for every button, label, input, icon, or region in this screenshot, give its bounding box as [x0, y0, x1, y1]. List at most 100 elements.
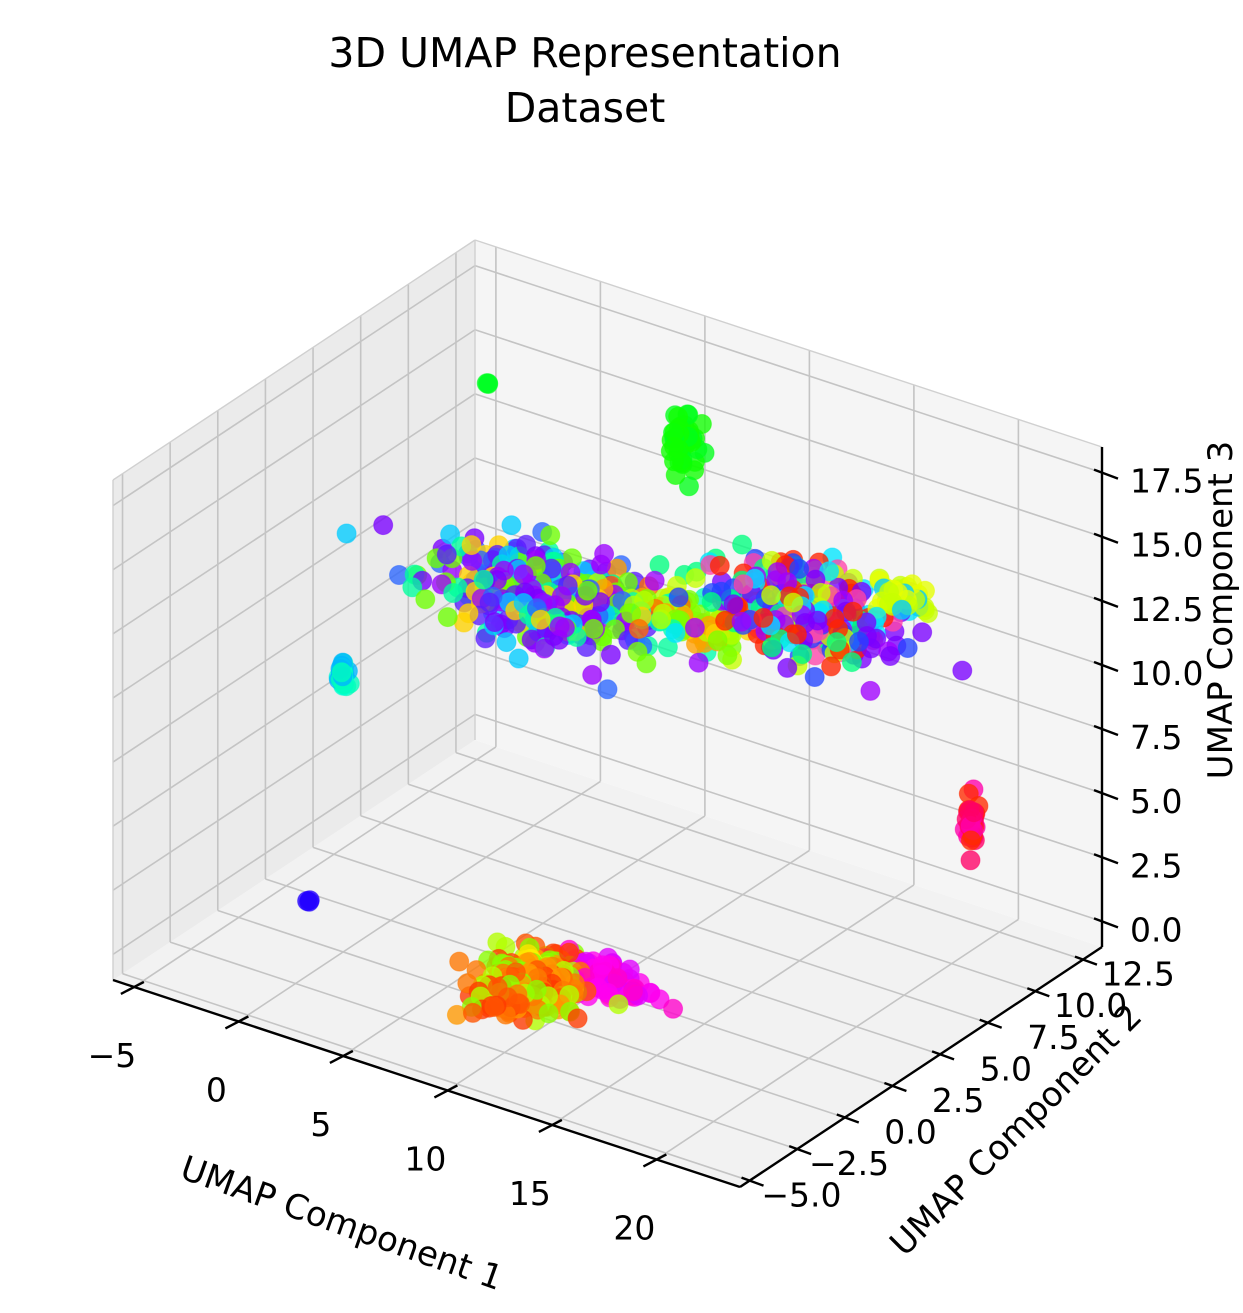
data-point [473, 569, 494, 590]
data-point [880, 646, 901, 666]
y-tick-label: 12.5 [1101, 955, 1174, 994]
grid-y-floor [455, 751, 1084, 961]
axis-lines [112, 447, 1119, 1189]
data-point [628, 618, 649, 639]
y-tick-mark [1074, 955, 1098, 966]
x-tick-mark [224, 1015, 249, 1030]
grid-z-left [112, 329, 476, 571]
data-point [462, 1002, 483, 1023]
data-point [331, 662, 352, 683]
data-point [912, 622, 933, 643]
data-point [567, 1008, 588, 1029]
data-point [826, 632, 847, 653]
data-point [600, 644, 621, 665]
data-point [297, 891, 318, 911]
y-tick-mark [931, 1050, 955, 1061]
data-point [786, 624, 807, 645]
data-point [843, 601, 863, 622]
z-tick-mark [1093, 853, 1119, 865]
data-point [688, 652, 709, 673]
data-point [960, 830, 981, 851]
data-point [458, 603, 479, 624]
data-point [792, 644, 813, 665]
data-point [582, 664, 603, 685]
data-point [963, 802, 984, 823]
y-axis-line [739, 945, 1103, 1189]
data-point [753, 607, 774, 628]
grid-y-floor [122, 972, 750, 1182]
data-point [415, 589, 436, 610]
data-point [436, 544, 457, 565]
grid-x-floor [133, 746, 497, 988]
data-point [709, 555, 730, 576]
y-tick-label: 7.5 [1027, 1018, 1079, 1057]
y-tick-label: −2.5 [809, 1144, 889, 1183]
tick-labels: −505101520−5.0−2.50.02.55.07.510.012.50.… [88, 462, 1204, 1248]
data-point [513, 564, 534, 585]
x-tick-mark [642, 1153, 667, 1168]
grid-z-back [474, 264, 1103, 474]
data-point [476, 373, 497, 394]
grid-z-back [474, 393, 1103, 602]
y-tick-mark [788, 1144, 812, 1156]
grid-y-floor [312, 846, 941, 1056]
y-tick-label: 0.0 [884, 1113, 936, 1152]
x-tick-label: 10 [404, 1139, 446, 1178]
pane-edge [112, 239, 476, 481]
z-tick-mark [1093, 532, 1119, 544]
data-point [849, 631, 869, 652]
data-point [789, 558, 810, 579]
scatter-points [297, 373, 989, 1031]
data-point [402, 577, 423, 598]
y-tick-mark [836, 1113, 860, 1124]
grid-z-back [474, 649, 1103, 859]
data-point [526, 979, 547, 1000]
data-point [530, 609, 551, 630]
data-point [437, 607, 458, 628]
x-tick-mark [120, 980, 145, 995]
left-wall-pane [113, 240, 475, 980]
data-point [591, 554, 611, 575]
data-point [879, 582, 900, 602]
grid-x-floor [237, 780, 601, 1023]
grid-z-left [112, 457, 476, 699]
data-point [605, 619, 625, 640]
data-point [336, 523, 357, 544]
data-point [960, 850, 981, 871]
z-tick-label: 2.5 [1130, 846, 1182, 885]
data-point [668, 587, 689, 608]
chart-title: 3D UMAP Representation [328, 29, 841, 77]
data-point [449, 951, 470, 972]
data-point [484, 612, 505, 633]
z-tick-label: 7.5 [1130, 718, 1182, 757]
data-point [623, 981, 643, 1002]
y-tick-label: 5.0 [980, 1049, 1032, 1088]
data-point [856, 612, 877, 633]
data-point [952, 660, 973, 681]
grid-z-left [112, 585, 476, 827]
z-tick-label: 15.0 [1130, 526, 1203, 565]
x-tick-label: 0 [206, 1070, 227, 1109]
z-tick-mark [1093, 596, 1119, 608]
y-tick-label: 10.0 [1054, 986, 1127, 1025]
y-tick-mark [1026, 987, 1050, 998]
data-point [443, 583, 464, 603]
data-point [538, 1003, 559, 1024]
data-point [608, 994, 629, 1015]
data-point [841, 652, 862, 673]
grid-z-back [474, 328, 1103, 538]
axes-panes [113, 240, 1102, 1187]
z-tick-mark [1093, 789, 1119, 801]
data-point [733, 574, 754, 595]
x-tick-label: −5 [88, 1036, 137, 1075]
data-point [707, 630, 728, 651]
z-tick-label: 0.0 [1130, 910, 1182, 949]
data-point [644, 570, 665, 591]
z-tick-label: 5.0 [1130, 782, 1182, 821]
data-point [373, 515, 394, 536]
data-point [860, 680, 881, 701]
z-tick-mark [1093, 917, 1119, 929]
data-point [665, 623, 686, 643]
data-point [540, 525, 561, 546]
y-tick-mark [884, 1081, 907, 1093]
